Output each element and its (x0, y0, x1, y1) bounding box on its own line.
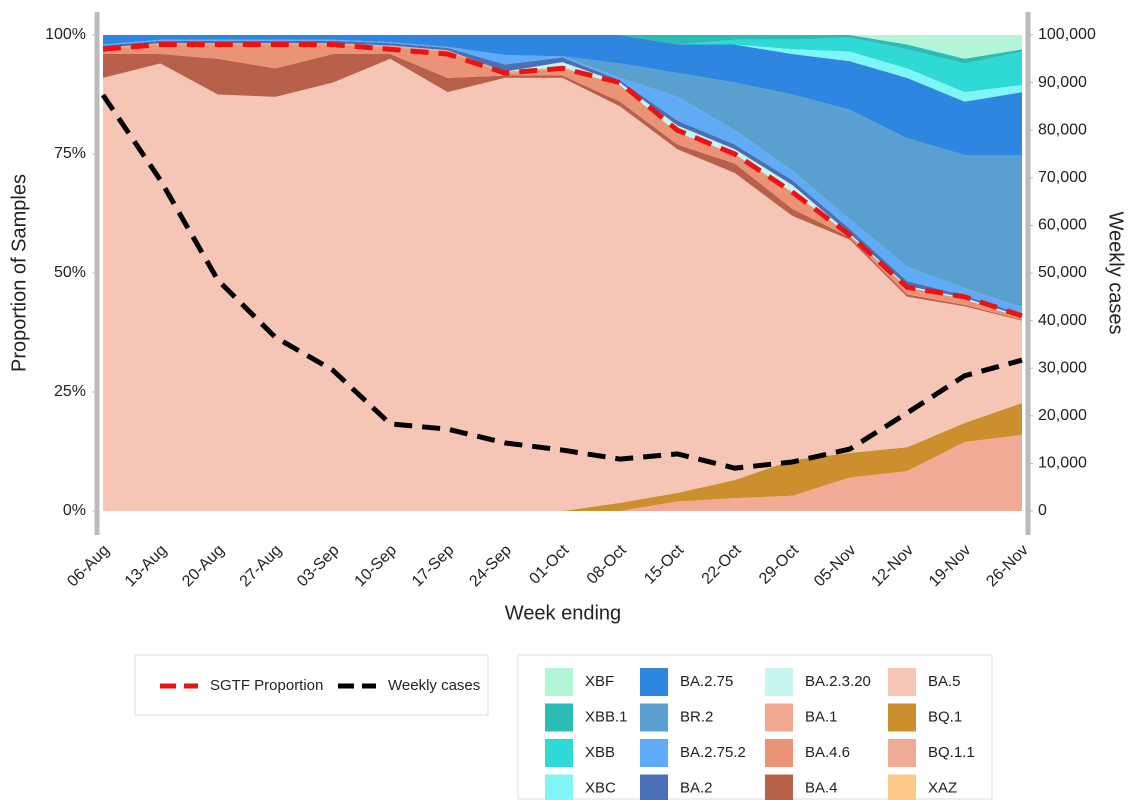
x-tick-label: 24-Sep (466, 542, 515, 591)
plot-area (100, 35, 1023, 512)
area (103, 35, 1022, 93)
legend-swatch (765, 668, 793, 696)
y-tick-label: 0% (63, 502, 86, 519)
y2-axis-title: Weekly cases (1105, 211, 1127, 334)
x-tick-label: 26-Nov (983, 542, 1032, 591)
legend-label: XBB (585, 744, 615, 761)
legend-swatch (765, 774, 793, 800)
legend-label: XAZ (928, 779, 957, 796)
legend-label: BA.4.6 (805, 744, 850, 761)
area (103, 54, 1022, 321)
x-tick-label: 29-Oct (756, 541, 802, 587)
x-tick-label: 05-Nov (811, 542, 860, 591)
x-tick-label: 20-Aug (179, 542, 228, 591)
legend-swatch (765, 703, 793, 732)
line (102, 42, 1023, 319)
legend-swatch (545, 739, 573, 767)
x-tick-label: 13-Aug (122, 542, 171, 591)
x-tick-label: 17-Sep (409, 542, 458, 591)
x-tick-label: 12-Nov (868, 542, 917, 591)
y2-tick-label: 100,000 (1038, 26, 1096, 43)
legend-label: BA.4 (805, 779, 838, 796)
area (103, 35, 1022, 102)
x-tick-label: 22-Oct (699, 541, 745, 587)
legend-label: XBC (585, 779, 616, 796)
area (103, 434, 1022, 511)
legend-label: BA.2.75 (680, 673, 733, 690)
legend-swatch (640, 703, 668, 732)
legend-label: BA.2 (680, 779, 713, 796)
x-tick-label: 08-Oct (584, 541, 630, 587)
legend-swatch (640, 739, 668, 767)
legend-label: BQ.1 (928, 708, 962, 725)
y2-tick-label: 60,000 (1038, 217, 1087, 234)
legend-label: BA.5 (928, 673, 961, 690)
legend-swatch (545, 774, 573, 800)
x-axis-title: Week ending (505, 602, 621, 624)
y-axis-title: Proportion of Samples (8, 174, 30, 372)
legend-swatch (765, 739, 793, 767)
legend-label: BR.2 (680, 708, 713, 725)
line (100, 93, 1023, 471)
legend-swatch (888, 774, 916, 800)
legend-label: BA.1 (805, 708, 838, 725)
legend-swatch (888, 668, 916, 696)
area (103, 35, 1022, 155)
y-tick-label: 25% (54, 383, 86, 400)
y2-tick-label: 20,000 (1038, 407, 1087, 424)
y-tick-label: 100% (45, 26, 86, 43)
legend-label: BQ.1.1 (928, 744, 975, 761)
y2-tick-label: 90,000 (1038, 74, 1087, 91)
x-tick-label: 10-Sep (351, 542, 400, 591)
y2-tick-label: 10,000 (1038, 455, 1087, 472)
y2-tick-label: 70,000 (1038, 169, 1087, 186)
x-tick-label: 06-Aug (64, 542, 113, 591)
legend-swatch (640, 774, 668, 800)
x-tick-label: 03-Sep (294, 542, 343, 591)
legend-label: Weekly cases (388, 677, 480, 694)
legend-label: BA.2.3.20 (805, 673, 871, 690)
x-tick-label: 27-Aug (237, 542, 286, 591)
y2-tick-label: 50,000 (1038, 264, 1087, 281)
area (103, 39, 1022, 308)
legend-swatch (640, 668, 668, 696)
y2-tick-label: 30,000 (1038, 359, 1087, 376)
legend-swatch (888, 739, 916, 767)
area (103, 402, 1022, 511)
y-tick-label: 75% (54, 145, 86, 162)
area (103, 58, 1022, 512)
legend-swatch (888, 703, 916, 732)
y2-tick-label: 80,000 (1038, 121, 1087, 138)
legend-label: XBB.1 (585, 708, 628, 725)
legend-label: BA.2.75.2 (680, 744, 746, 761)
y-tick-label: 50% (54, 264, 86, 281)
y2-tick-label: 0 (1038, 502, 1047, 519)
area (103, 35, 1022, 59)
x-tick-label: 15-Oct (641, 541, 687, 587)
x-tick-label: 01-Oct (526, 541, 572, 587)
legend-label: SGTF Proportion (210, 677, 323, 694)
legend-swatch (545, 668, 573, 696)
legend-swatch (545, 703, 573, 732)
x-tick-label: 19-Nov (926, 542, 975, 591)
y2-tick-label: 40,000 (1038, 312, 1087, 329)
legend-label: XBF (585, 673, 614, 690)
